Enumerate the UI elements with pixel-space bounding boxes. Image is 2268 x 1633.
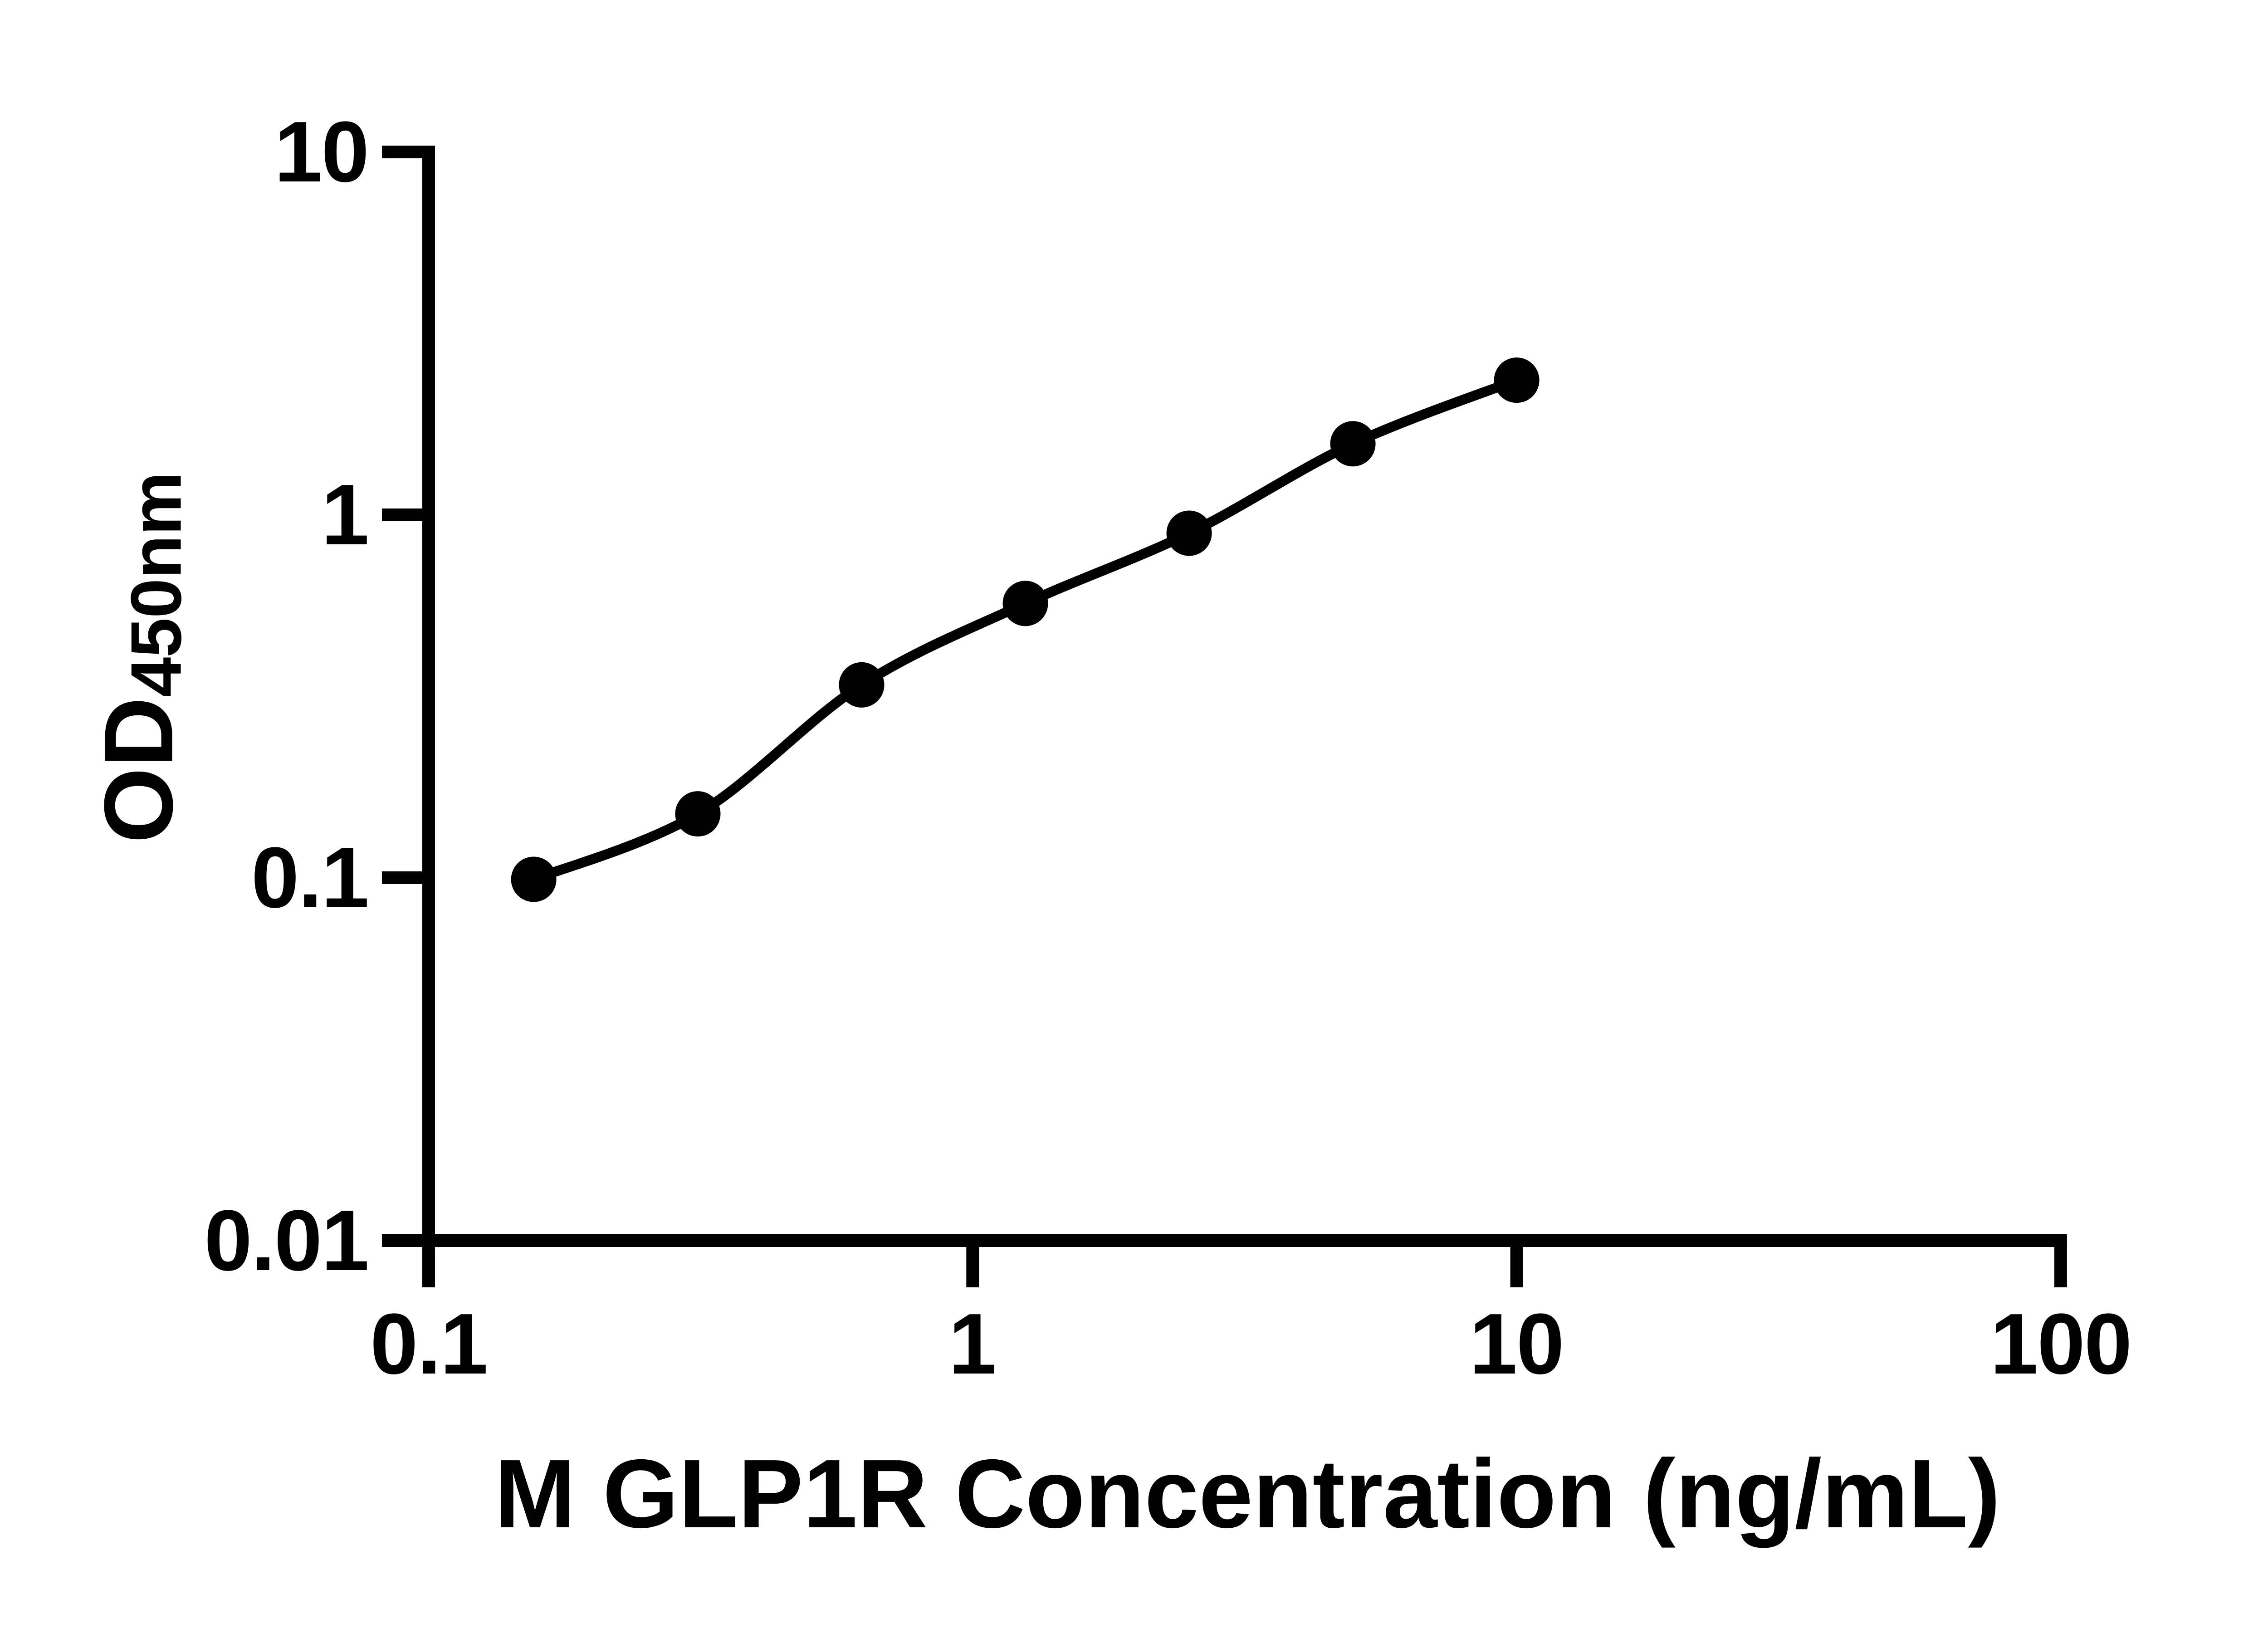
x-tick-label: 10 xyxy=(1469,1296,1564,1392)
y-axis-title: OD450nm xyxy=(84,472,196,843)
data-point-marker xyxy=(1330,421,1376,467)
data-point-marker xyxy=(511,856,557,902)
data-point-marker xyxy=(675,791,721,837)
y-axis-title-subscript: 450nm xyxy=(116,472,196,697)
y-tick-label: 0.01 xyxy=(204,1193,369,1289)
data-point-marker xyxy=(1166,510,1212,556)
y-tick-label: 0.1 xyxy=(251,830,369,926)
data-point-marker xyxy=(1494,357,1540,403)
data-point-marker xyxy=(1002,581,1048,626)
x-tick-label: 1 xyxy=(948,1296,997,1392)
y-tick-label: 1 xyxy=(321,467,369,563)
x-tick-label: 0.1 xyxy=(370,1296,488,1392)
x-tick-label: 100 xyxy=(1990,1296,2132,1392)
data-point-marker xyxy=(839,662,885,708)
y-axis-title-main: OD xyxy=(83,697,193,844)
x-axis-title: M GLP1R Concentration (ng/mL) xyxy=(494,1439,2001,1548)
y-tick-label: 10 xyxy=(274,104,369,200)
